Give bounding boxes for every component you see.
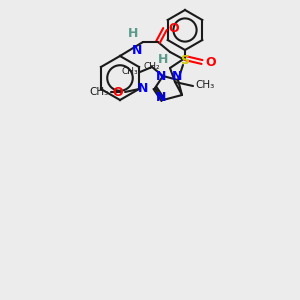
Text: O: O — [168, 22, 178, 35]
Text: CH₃: CH₃ — [122, 68, 138, 76]
Text: N: N — [172, 70, 182, 83]
Text: N: N — [138, 82, 148, 94]
Text: CH₂: CH₂ — [144, 62, 160, 71]
Text: N: N — [132, 44, 142, 57]
Text: O: O — [205, 56, 216, 68]
Text: O: O — [112, 85, 123, 98]
Text: S: S — [181, 55, 190, 68]
Text: N: N — [156, 91, 166, 104]
Text: CH₃: CH₃ — [195, 80, 214, 90]
Text: N: N — [156, 70, 166, 83]
Text: H: H — [128, 27, 138, 40]
Text: H: H — [158, 53, 168, 66]
Text: CH₃: CH₃ — [90, 87, 109, 97]
